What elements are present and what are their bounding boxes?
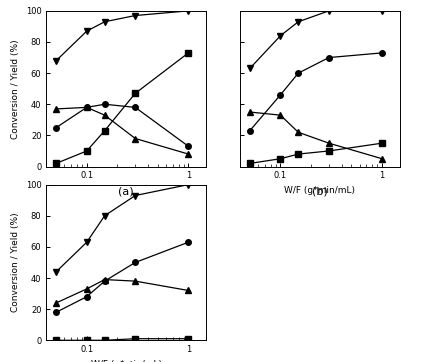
X-axis label: W/F (g*min/mL): W/F (g*min/mL) xyxy=(91,360,162,362)
Y-axis label: Conversion / Yield (%): Conversion / Yield (%) xyxy=(11,212,20,312)
Text: (b): (b) xyxy=(312,186,328,197)
X-axis label: W/F (g*min/mL): W/F (g*min/mL) xyxy=(91,186,162,195)
Text: (a): (a) xyxy=(118,186,134,197)
Y-axis label: Conversion / Yield (%): Conversion / Yield (%) xyxy=(11,39,20,139)
Text: (c): (c) xyxy=(119,360,134,362)
X-axis label: W/F (g*min/mL): W/F (g*min/mL) xyxy=(285,186,355,195)
